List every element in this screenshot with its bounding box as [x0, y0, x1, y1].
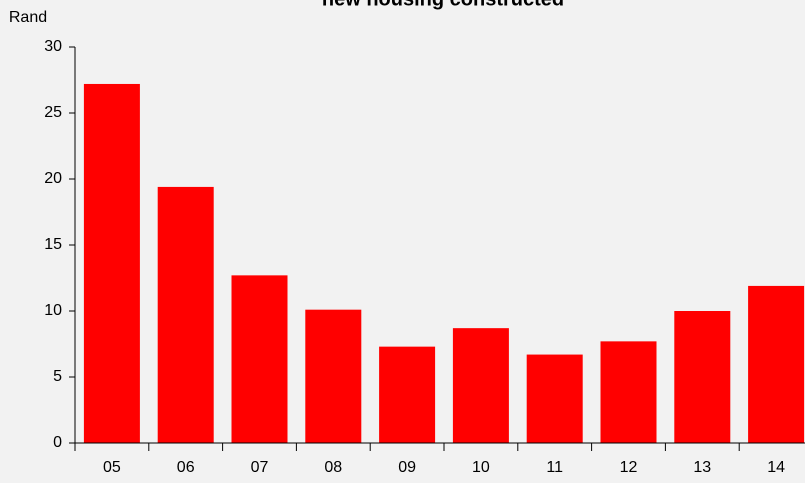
x-tick-label: 14 [767, 459, 785, 476]
x-tick-label: 11 [546, 459, 563, 476]
bar [83, 83, 140, 444]
x-tick-label: 08 [324, 459, 342, 476]
bar [600, 341, 657, 443]
y-tick-label: 0 [53, 434, 62, 451]
bar [379, 346, 436, 443]
y-tick-label: 5 [53, 368, 62, 385]
y-axis-label: Rand [9, 9, 47, 26]
bar [674, 311, 731, 443]
x-tick-label: 09 [398, 459, 416, 476]
y-tick-label: 30 [44, 38, 62, 55]
y-tick-label: 25 [44, 104, 62, 121]
bar [452, 328, 509, 443]
bar [305, 309, 362, 443]
bar [231, 275, 288, 443]
y-tick-label: 20 [44, 170, 62, 187]
x-tick-label: 12 [620, 459, 638, 476]
bar [526, 354, 583, 443]
bar [748, 285, 805, 443]
x-tick-label: 06 [177, 459, 195, 476]
x-tick-label: 13 [693, 459, 711, 476]
bar [157, 186, 214, 444]
y-tick-label: 15 [44, 236, 62, 253]
x-tick-label: 07 [251, 459, 269, 476]
chart-title: new housing constructed [322, 0, 564, 10]
y-tick-label: 10 [44, 302, 62, 319]
x-tick-label: 05 [103, 459, 121, 476]
x-tick-label: 10 [472, 459, 490, 476]
